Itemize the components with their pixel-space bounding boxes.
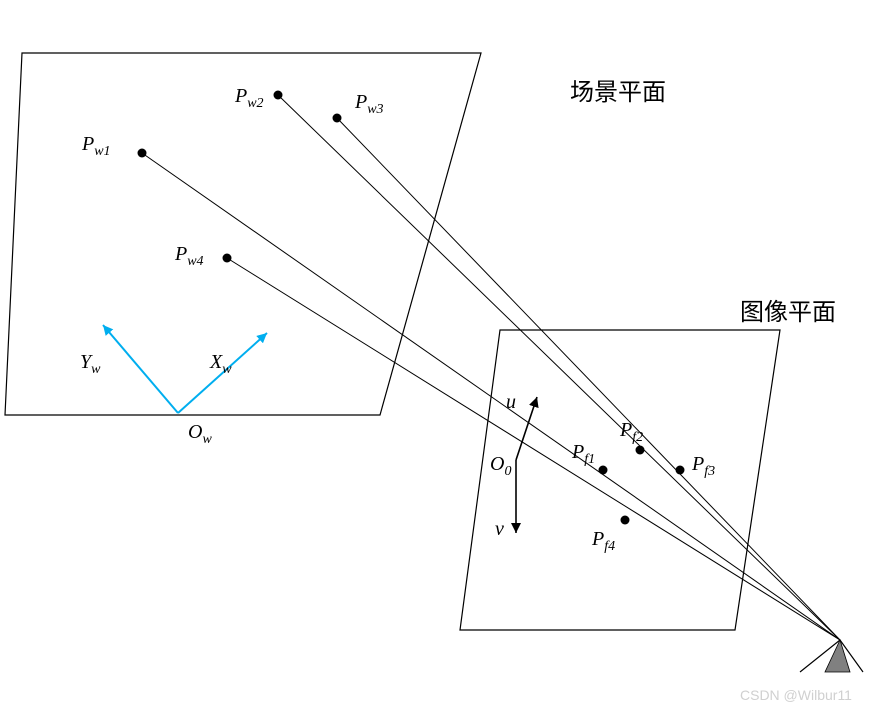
projection-ray <box>337 118 840 640</box>
label-v: v <box>495 518 504 540</box>
image-plane <box>460 330 780 630</box>
label-Pw3: Pw3 <box>354 91 384 117</box>
label-Pf2: Pf2 <box>619 419 643 445</box>
label-Pw1: Pw1 <box>81 133 111 159</box>
scene-plane <box>5 53 481 415</box>
image-point-Pf3 <box>676 466 685 475</box>
image-point-Pf2 <box>636 446 645 455</box>
label-O0: O0 <box>490 453 511 479</box>
label-Pf1: Pf1 <box>571 441 595 467</box>
label-Xw: Xw <box>209 351 232 377</box>
yw-axis <box>103 325 178 413</box>
u-axis <box>516 397 537 460</box>
camera-icon-fill <box>825 640 850 672</box>
world-point-Pw2 <box>274 91 283 100</box>
scene-plane-title: 场景平面 <box>570 80 666 106</box>
label-Pf3: Pf3 <box>691 453 715 479</box>
label-Pw4: Pw4 <box>174 243 204 269</box>
image-plane-title: 图像平面 <box>740 299 836 326</box>
label-u: u <box>506 391 516 413</box>
world-point-Pw3 <box>333 114 342 123</box>
image-point-Pf4 <box>621 516 630 525</box>
watermark: CSDN @Wilbur11 <box>740 687 852 703</box>
image-point-Pf1 <box>599 466 608 475</box>
world-point-Pw1 <box>138 149 147 158</box>
label-Ow: Ow <box>188 421 212 447</box>
projection-ray <box>278 95 840 640</box>
world-point-Pw4 <box>223 254 232 263</box>
label-Yw: Yw <box>80 351 101 377</box>
label-Pf4: Pf4 <box>591 528 615 554</box>
projection-ray <box>142 153 840 640</box>
label-Pw2: Pw2 <box>234 85 264 111</box>
